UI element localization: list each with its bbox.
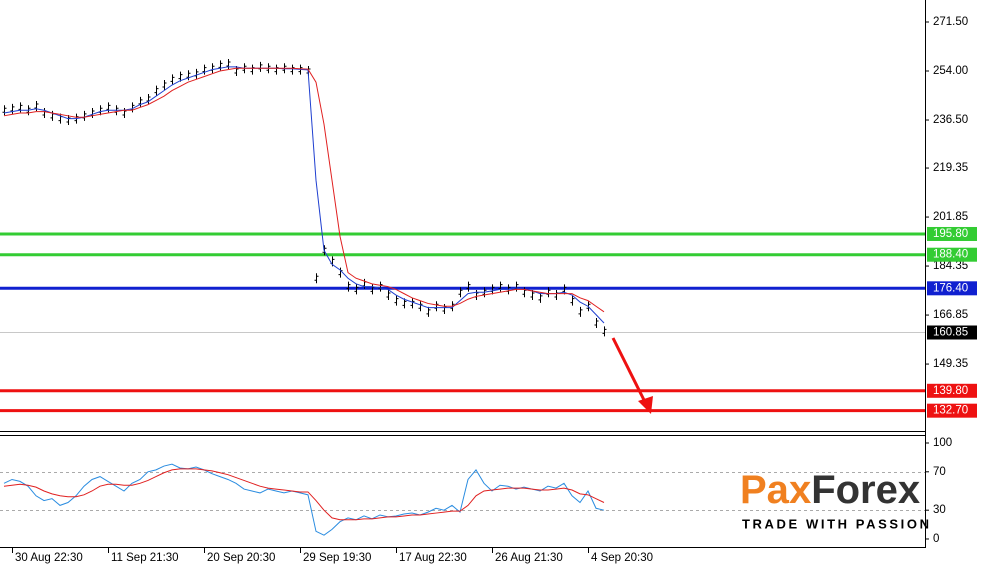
y-tick-label: 184.35 [933,260,968,272]
current-price-box [927,325,977,340]
y-tick-label: 271.50 [933,16,968,28]
price-bar [210,63,215,74]
price-bar [426,306,431,317]
price-bar [386,290,391,301]
price-bar [90,108,95,119]
price-bar [250,64,255,75]
price-bar [418,301,423,312]
y-tick-label: 166.85 [933,309,968,321]
price-bar [466,281,471,292]
logo-part: x [789,468,811,512]
price-bar [18,102,23,113]
y-tick-label: 201.85 [933,211,968,223]
price-bar [258,61,263,72]
y-tick-label: 100 [933,437,952,449]
price-bar [554,290,559,301]
y-tick-label: 70 [933,466,946,478]
level-box [927,403,977,418]
price-bar [498,281,503,292]
level-label: 176.40 [933,282,968,294]
level-box [927,247,977,262]
arrow [611,337,653,414]
price-bar [226,59,231,70]
level-label: 195.80 [933,228,968,240]
price-bar [2,105,7,116]
price-bar [10,103,15,114]
level-box [927,383,977,398]
price-bar [346,281,351,292]
logo-part: Forex [811,468,920,512]
price-bar [578,306,583,317]
price-bar [442,304,447,315]
price-bar [594,318,599,329]
y-tick-label: 219.35 [933,162,968,174]
price-bar [106,102,111,113]
level-label: 132.70 [933,405,968,417]
price-bar [546,287,551,298]
price-bar [82,110,87,121]
x-tick-label: 11 Sep 21:30 [111,552,179,564]
x-tick-label: 30 Aug 22:30 [15,552,83,564]
x-tick-label: 29 Sep 19:30 [303,552,371,564]
series-line [3,67,605,313]
price-bar [402,298,407,309]
price-bar [314,273,319,284]
level-label: 188.40 [933,249,968,261]
price-bar [170,74,175,85]
logo-text: PaxForex [740,468,920,512]
price-bar [602,326,607,337]
logo-part: Pa [740,468,790,512]
price-bar [234,66,239,77]
price-bar [274,64,279,75]
price-bar [146,94,151,105]
price-bar [178,71,183,82]
y-tick-label: 0 [933,533,939,545]
x-tick-label: 26 Aug 21:30 [495,552,563,564]
series-line [3,66,605,324]
price-bar [42,108,47,119]
x-tick-label: 17 Aug 22:30 [399,552,467,564]
logo: PaxForex TRADE WITH PASSION [740,468,932,532]
price-bar [458,287,463,298]
price-bar [434,301,439,312]
price-bar [138,96,143,107]
price-bar [290,64,295,75]
level-box [927,281,977,296]
series-line [3,468,605,521]
price-bar [194,68,199,79]
y-tick-label: 236.50 [933,114,968,126]
current-price-label: 160.85 [933,327,968,339]
price-bar [162,80,167,91]
price-bar [154,85,159,96]
y-tick-label: 254.00 [933,65,968,77]
price-bar [394,295,399,306]
level-label: 139.80 [933,385,968,397]
price-bar [538,292,543,303]
y-tick-label: 30 [933,504,946,516]
price-bar [570,295,575,306]
x-tick-label: 20 Sep 20:30 [207,552,275,564]
level-box [927,226,977,241]
price-bar [514,281,519,292]
y-tick-label: 149.35 [933,358,968,370]
price-bar [202,64,207,75]
price-bar [186,70,191,81]
logo-tagline: TRADE WITH PASSION [742,516,932,531]
price-bar [66,115,71,126]
price-bar [410,298,415,309]
x-tick-label: 4 Sep 20:30 [591,552,653,564]
price-bar [354,284,359,295]
price-bar [378,281,383,292]
series-line [3,463,605,536]
price-bar [474,290,479,301]
price-bar [218,60,223,71]
price-bar [530,290,535,301]
